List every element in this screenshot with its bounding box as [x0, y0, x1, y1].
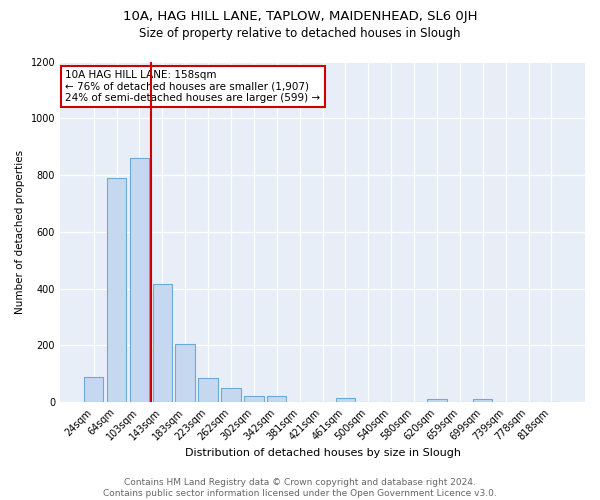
Text: Size of property relative to detached houses in Slough: Size of property relative to detached ho… [139, 28, 461, 40]
Bar [84, 376, 103, 402]
Text: Contains HM Land Registry data © Crown copyright and database right 2024.
Contai: Contains HM Land Registry data © Crown c… [103, 478, 497, 498]
Bar [130, 158, 149, 402]
Bar [175, 344, 195, 402]
Y-axis label: Number of detached properties: Number of detached properties [15, 150, 25, 314]
Text: 10A, HAG HILL LANE, TAPLOW, MAIDENHEAD, SL6 0JH: 10A, HAG HILL LANE, TAPLOW, MAIDENHEAD, … [123, 10, 477, 23]
Bar [335, 398, 355, 402]
Bar [107, 178, 126, 402]
Text: 10A HAG HILL LANE: 158sqm
← 76% of detached houses are smaller (1,907)
24% of se: 10A HAG HILL LANE: 158sqm ← 76% of detac… [65, 70, 320, 103]
Bar [199, 378, 218, 402]
Bar [267, 396, 286, 402]
X-axis label: Distribution of detached houses by size in Slough: Distribution of detached houses by size … [185, 448, 461, 458]
Bar [152, 284, 172, 402]
Bar [244, 396, 263, 402]
Bar [427, 400, 446, 402]
Bar [473, 400, 493, 402]
Bar [221, 388, 241, 402]
